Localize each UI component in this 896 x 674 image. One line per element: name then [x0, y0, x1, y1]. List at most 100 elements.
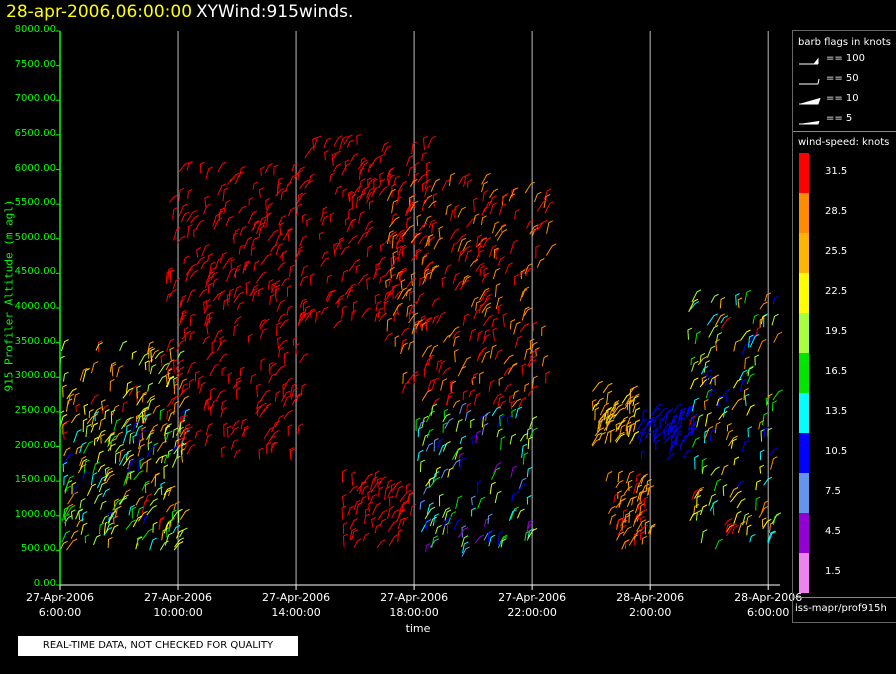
wind-barb — [772, 295, 779, 305]
wind-barb — [395, 509, 406, 523]
wind-barb — [366, 245, 373, 258]
wind-barb — [186, 444, 196, 455]
wind-barb — [695, 509, 702, 521]
wind-barb — [395, 485, 404, 499]
wind-barb — [442, 367, 451, 375]
wind-barb — [373, 178, 378, 192]
wind-barb — [462, 239, 472, 252]
wind-barb — [689, 377, 699, 390]
wind-barb — [149, 537, 157, 551]
x-axis-title: time — [405, 622, 431, 635]
wind-barb — [374, 311, 382, 322]
wind-barb — [521, 363, 527, 375]
wind-barb — [375, 300, 382, 312]
wind-barb — [546, 220, 554, 234]
wind-barb — [427, 378, 435, 391]
speed-label: 25.5 — [825, 246, 848, 257]
wind-barb — [276, 299, 285, 312]
wind-barb — [484, 294, 492, 303]
wind-barb — [139, 458, 145, 469]
wind-barb — [239, 366, 245, 377]
wind-barb — [748, 334, 754, 348]
wind-barb — [628, 534, 639, 546]
wind-barb — [387, 506, 395, 519]
wind-barb — [178, 187, 185, 202]
wind-barb — [592, 380, 604, 392]
wind-barb — [164, 425, 171, 436]
wind-barb — [232, 380, 242, 389]
wind-barb — [494, 490, 502, 504]
wind-barb — [282, 382, 288, 397]
wind-barb — [60, 339, 69, 352]
wind-barb — [515, 406, 523, 419]
wind-barb — [733, 510, 742, 524]
wind-barb — [206, 351, 216, 361]
wind-barb — [266, 212, 272, 227]
wind-barb — [479, 371, 484, 384]
wind-barb — [371, 185, 381, 198]
y-tick-label: 500.00 — [21, 543, 56, 555]
wind-barb — [636, 418, 648, 431]
speed-label: 28.5 — [825, 206, 848, 217]
wind-barb — [75, 445, 82, 455]
wind-barb — [510, 400, 516, 410]
wind-barb — [509, 433, 517, 445]
wind-barb — [118, 452, 130, 466]
wind-barb — [285, 181, 293, 193]
wind-barb — [481, 422, 489, 436]
wind-barb — [492, 221, 500, 234]
wind-barb — [425, 234, 433, 247]
wind-barb — [631, 431, 640, 442]
wind-barb — [86, 483, 97, 496]
wind-barb — [462, 541, 469, 554]
wind-barb — [543, 194, 551, 208]
wind-barb — [617, 470, 624, 483]
wind-barb — [742, 512, 750, 526]
wind-barb — [488, 379, 495, 392]
wind-barb — [181, 330, 192, 340]
wind-barb — [508, 509, 517, 521]
wind-barb — [362, 473, 373, 485]
wind-barb — [122, 401, 128, 413]
wind-barb — [357, 231, 369, 245]
wind-barb — [714, 421, 721, 434]
wind-barb — [291, 394, 302, 405]
wind-barb — [545, 371, 551, 384]
wind-barb — [497, 536, 508, 549]
wind-barb — [329, 172, 336, 183]
wind-barb — [280, 189, 287, 201]
wind-barb — [205, 422, 213, 436]
wind-barb — [624, 512, 631, 523]
wind-barb — [98, 417, 106, 430]
wind-barb — [655, 439, 661, 451]
wind-barb — [462, 313, 470, 326]
wind-barb — [615, 479, 624, 489]
wind-barb — [461, 525, 467, 538]
wind-barb — [187, 361, 196, 374]
wind-barb — [529, 338, 535, 351]
wind-barb — [729, 487, 739, 498]
wind-barb — [591, 432, 603, 446]
wind-barb — [494, 283, 501, 298]
wind-barb — [144, 360, 150, 371]
wind-barb — [303, 300, 308, 312]
wind-barb — [442, 422, 448, 433]
wind-barb — [485, 411, 491, 421]
wind-barb — [425, 161, 431, 175]
wind-barb — [304, 180, 314, 189]
wind-barb — [230, 426, 240, 436]
wind-barb — [607, 406, 613, 418]
wind-barb — [408, 195, 414, 208]
wind-barb — [438, 443, 447, 456]
wind-barb — [430, 403, 438, 416]
wind-barb — [424, 185, 432, 197]
wind-barb — [639, 483, 650, 497]
wind-barb — [479, 265, 486, 276]
wind-barb — [287, 424, 293, 437]
y-tick-label: 8000.00 — [14, 24, 56, 35]
wind-barb — [349, 485, 358, 494]
wind-barb — [181, 414, 188, 424]
wind-barb — [614, 400, 620, 410]
wind-barb — [83, 440, 94, 454]
wind-barb — [143, 515, 149, 524]
